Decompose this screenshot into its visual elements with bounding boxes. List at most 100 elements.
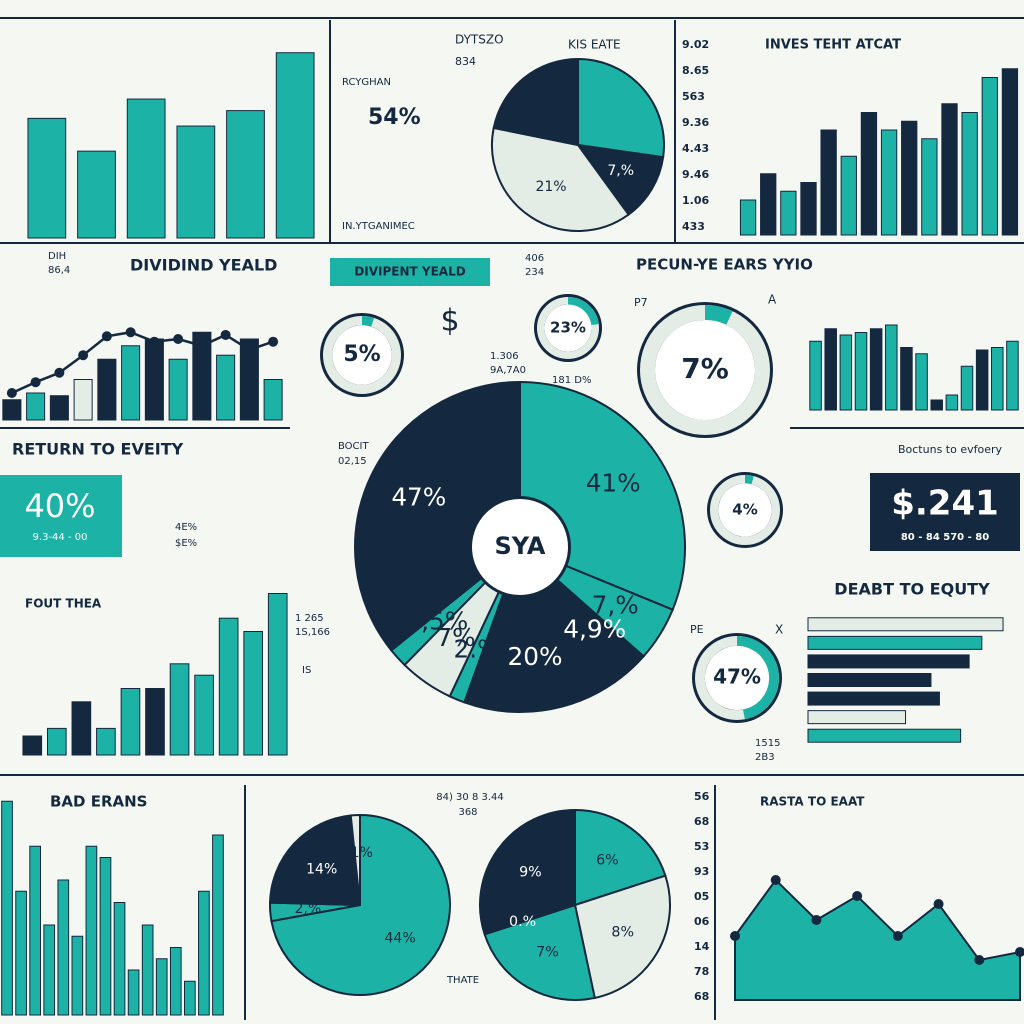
pie-slice — [479, 808, 576, 936]
bar — [49, 395, 69, 421]
chart-title: RETURN TO EVEITY — [12, 440, 184, 459]
bar — [880, 129, 898, 236]
annotation: BOCIT — [338, 441, 369, 452]
center-label: SYA — [495, 532, 546, 560]
bar — [22, 735, 43, 756]
annotation: 2B3 — [755, 752, 775, 763]
annotation: IS — [302, 665, 311, 676]
donut-hole — [654, 319, 756, 421]
point — [852, 891, 863, 901]
annotation: 9.36 — [682, 116, 709, 129]
annotation: 56 — [694, 790, 710, 803]
point — [1015, 947, 1024, 957]
bar — [96, 727, 116, 756]
bar — [809, 340, 822, 411]
bar — [198, 890, 210, 1016]
annotation: 1 265 — [295, 613, 324, 624]
donut-hole — [718, 483, 772, 537]
annotation: 1S,166 — [295, 627, 330, 638]
annotation: 181 D% — [552, 375, 591, 386]
annotation: 234 — [525, 267, 544, 278]
donut-hole — [332, 325, 392, 385]
annotation: 4E% — [175, 522, 197, 533]
donut-label: 7% — [681, 352, 729, 385]
bar — [71, 701, 92, 756]
donut-label: 5% — [343, 342, 380, 367]
bar — [226, 110, 265, 239]
bar — [176, 125, 216, 239]
annotation: THATE — [446, 975, 479, 986]
point — [770, 875, 781, 885]
bar — [807, 635, 983, 650]
annotation: 78 — [694, 965, 709, 978]
chart-title: BAD ERANS — [50, 793, 147, 811]
bar — [97, 358, 117, 421]
annotation: $E% — [175, 538, 197, 549]
bar — [120, 688, 141, 756]
bar — [126, 98, 166, 239]
annotation: 9.02 — [682, 38, 709, 51]
bar — [184, 980, 196, 1016]
pie-slice — [573, 874, 671, 1000]
bar — [243, 631, 264, 756]
trend-point — [78, 350, 89, 361]
slice-label: 01% — [342, 845, 373, 861]
bar — [975, 349, 989, 411]
annotation: 05 — [694, 890, 709, 903]
bar — [945, 394, 959, 411]
trend-point — [54, 367, 65, 378]
annotation: 406 — [525, 253, 544, 264]
chart-title: FOUT THEA — [25, 597, 102, 611]
bar — [239, 338, 259, 421]
bar — [99, 857, 112, 1016]
trend-point — [220, 329, 231, 340]
annotation: 68 — [694, 815, 709, 828]
donut-hole — [704, 645, 770, 711]
trend-point — [30, 377, 41, 388]
bar — [840, 155, 857, 236]
bar — [807, 728, 962, 743]
trend-point — [149, 336, 160, 347]
bar — [824, 328, 837, 411]
bar — [218, 617, 239, 756]
bar — [168, 358, 188, 421]
bar — [155, 958, 168, 1016]
point — [933, 899, 944, 909]
donut-arc — [704, 305, 733, 325]
pie-slice — [491, 126, 630, 232]
stat-value: 40% — [24, 487, 95, 525]
annotation: KIS EATE — [568, 38, 621, 52]
bar — [141, 924, 154, 1016]
trend-point — [6, 388, 17, 398]
annotation: $.241 — [891, 484, 999, 524]
bar — [216, 354, 236, 421]
bar — [145, 688, 165, 756]
chart-title: DIVIDIND YEALD — [130, 256, 277, 275]
bar — [46, 727, 67, 756]
annotation: 68 — [694, 990, 709, 1003]
donut-arc — [567, 297, 599, 326]
bar — [930, 399, 943, 411]
bar — [807, 673, 932, 687]
point — [730, 931, 740, 941]
bar — [839, 334, 853, 411]
pie-slice — [349, 813, 361, 906]
bar — [57, 879, 70, 1016]
bar — [961, 112, 978, 236]
slice-label: 7,% — [592, 590, 639, 619]
slice-label: 4,9% — [563, 615, 626, 644]
pie-slice — [463, 544, 617, 713]
slice-label: 20% — [507, 642, 562, 671]
annotation: P7 — [634, 296, 648, 309]
annotation: 9.46 — [682, 168, 709, 181]
annotation: 06 — [694, 915, 710, 928]
bar — [885, 324, 898, 411]
bar — [27, 117, 67, 239]
bar — [43, 924, 56, 1016]
trend-point — [196, 340, 207, 351]
chart-title: RASTA TO EAAT — [760, 795, 865, 809]
annotation: 02,15 — [338, 456, 367, 467]
pie-slice — [483, 903, 596, 1001]
donut-hole — [544, 304, 592, 352]
bar — [121, 345, 141, 421]
